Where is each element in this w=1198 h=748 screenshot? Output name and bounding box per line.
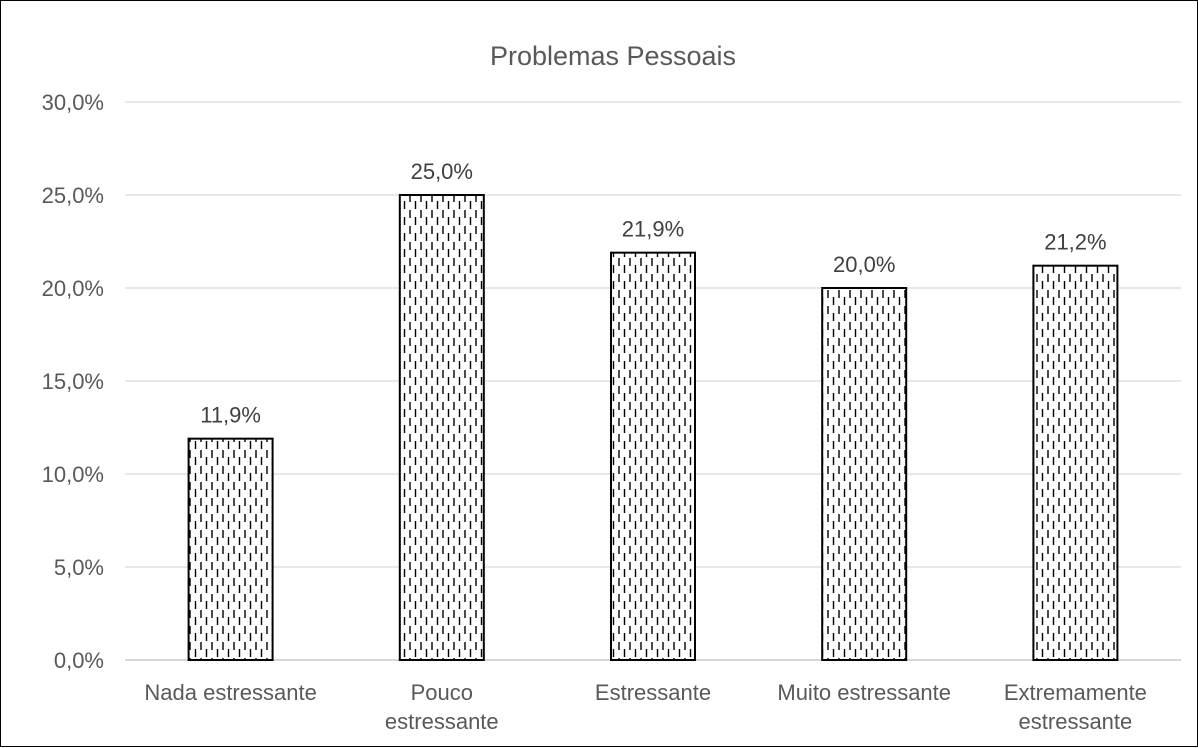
- y-tick-label: 10,0%: [42, 462, 104, 487]
- x-tick-label-line: estressante: [385, 709, 499, 734]
- x-tick-label-line: Extremamente: [1004, 680, 1147, 705]
- x-axis: Nada estressante Pouco estressante Estressa…: [144, 680, 1147, 734]
- data-label: 21,2%: [1044, 230, 1106, 255]
- x-tick-label-line: Muito estressante: [777, 680, 951, 705]
- y-tick-label: 20,0%: [42, 276, 104, 301]
- x-tick-label: Extremamente estressante: [1004, 680, 1147, 734]
- bar: [610, 251, 696, 661]
- y-tick-label: 5,0%: [54, 555, 104, 580]
- y-tick-label: 15,0%: [42, 369, 104, 394]
- bar: [821, 287, 908, 661]
- y-tick-label: 25,0%: [42, 183, 104, 208]
- y-tick-label: 30,0%: [42, 90, 104, 115]
- data-labels: 11,9% 25,0% 21,9% 20,0% 21,2%: [200, 159, 1106, 428]
- x-tick-label-line: estressante: [1019, 709, 1133, 734]
- x-tick-label: Pouco estressante: [385, 680, 499, 734]
- y-axis: 0,0% 5,0% 10,0% 15,0% 20,0% 25,0% 30,0%: [42, 90, 104, 673]
- data-label: 20,0%: [833, 252, 895, 277]
- bar: [187, 437, 274, 661]
- bars: [187, 194, 1119, 661]
- data-label: 11,9%: [200, 403, 261, 428]
- x-tick-label: Nada estressante: [144, 680, 316, 705]
- data-label: 21,9%: [622, 217, 684, 242]
- x-tick-label-line: Nada estressante: [144, 680, 316, 705]
- data-label: 25,0%: [411, 159, 473, 184]
- bar: [398, 194, 485, 661]
- bar: [1032, 264, 1119, 661]
- x-tick-label: Muito estressante: [777, 680, 951, 705]
- y-tick-label: 0,0%: [54, 648, 104, 673]
- x-tick-label-line: Pouco: [411, 680, 473, 705]
- x-tick-label: Estressante: [595, 680, 711, 705]
- chart-title: Problemas Pessoais: [490, 41, 736, 71]
- x-tick-label-line: Estressante: [595, 680, 711, 705]
